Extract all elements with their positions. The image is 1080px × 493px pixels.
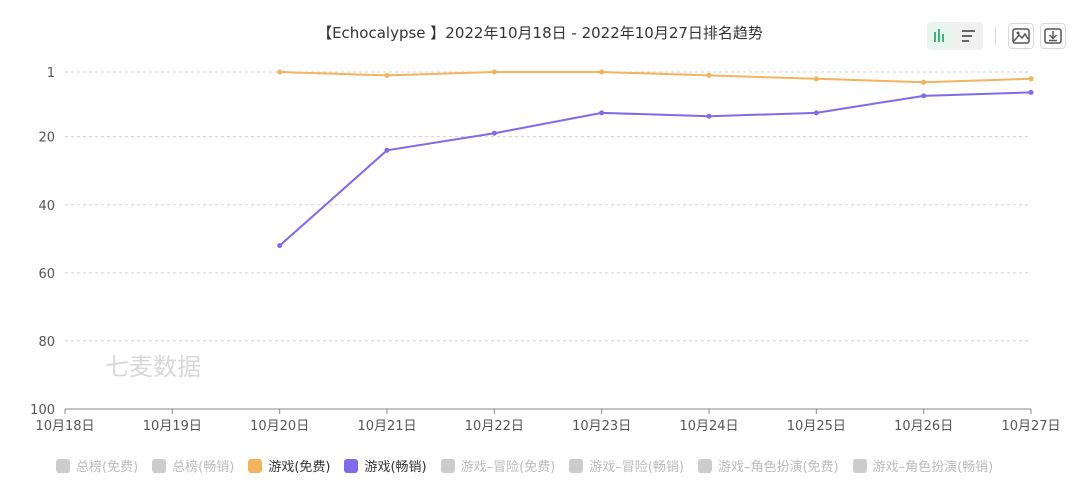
data-point[interactable]	[921, 93, 927, 99]
legend-label: 游戏(免费)	[268, 460, 331, 475]
data-point[interactable]	[706, 113, 712, 119]
data-point[interactable]	[599, 69, 605, 75]
legend-item[interactable]: 总榜(免费)	[56, 456, 138, 475]
x-tick-label: 10月27日	[1001, 419, 1060, 434]
toolbar-divider	[995, 27, 996, 45]
legend-item[interactable]: 游戏–冒险(畅销)	[569, 456, 684, 475]
legend-label: 游戏–冒险(免费)	[460, 460, 556, 475]
y-tick-label: 60	[38, 267, 55, 282]
image-icon[interactable]	[1008, 23, 1034, 49]
view-toggle-group	[927, 22, 983, 50]
data-point[interactable]	[1028, 76, 1034, 82]
x-tick-label: 10月20日	[250, 419, 309, 434]
data-point[interactable]	[384, 147, 390, 153]
legend-swatch	[344, 458, 359, 473]
data-point[interactable]	[921, 79, 927, 85]
download-icon[interactable]	[1040, 23, 1066, 49]
series-line	[279, 91, 1032, 247]
legend-label: 游戏–角色扮演(畅销)	[872, 460, 994, 475]
legend-item[interactable]: 游戏–冒险(免费)	[440, 456, 556, 475]
chart-title: 【Echocalypse 】2022年10月18日 - 2022年10月27日排…	[317, 24, 763, 42]
watermark-text: 七麦数据	[105, 353, 201, 381]
legend-swatch	[248, 458, 263, 473]
x-tick-label: 10月19日	[143, 419, 202, 434]
x-tick-label: 10月21日	[357, 419, 416, 434]
legend-item[interactable]: 总榜(畅销)	[152, 456, 234, 475]
legend-item[interactable]: 游戏–角色扮演(免费)	[697, 456, 839, 475]
bar-chart-icon[interactable]	[928, 23, 954, 49]
list-icon[interactable]	[956, 23, 982, 49]
legend-swatch	[569, 458, 584, 473]
legend-swatch	[852, 458, 867, 473]
y-tick-label: 80	[38, 335, 55, 350]
data-point[interactable]	[813, 110, 819, 116]
y-tick-label: 40	[38, 199, 55, 214]
y-tick-label: 100	[30, 403, 55, 418]
y-tick-label: 1	[47, 66, 55, 81]
chart-toolbar	[927, 22, 1066, 50]
data-point[interactable]	[706, 72, 712, 78]
legend-swatch	[56, 458, 70, 473]
data-point[interactable]	[1028, 89, 1034, 95]
data-point[interactable]	[813, 76, 819, 82]
data-point[interactable]	[277, 69, 283, 75]
x-tick-label: 10月26日	[894, 419, 953, 434]
series-lines	[277, 69, 1034, 249]
x-tick-label: 10月22日	[465, 419, 524, 434]
data-point[interactable]	[491, 69, 497, 75]
legend-item[interactable]: 游戏(免费)	[248, 456, 330, 475]
series-line	[279, 71, 1032, 84]
legend-label: 总榜(免费)	[76, 460, 139, 475]
x-tick-label: 10月18日	[35, 419, 94, 434]
x-tick-label: 10月24日	[679, 419, 738, 434]
legend-label: 游戏–角色扮演(免费)	[717, 460, 839, 475]
data-point[interactable]	[491, 130, 497, 136]
x-tick-label: 10月25日	[787, 419, 846, 434]
legend-label: 游戏(畅销)	[364, 460, 427, 475]
legend-swatch	[697, 458, 712, 473]
legend-swatch	[440, 458, 455, 473]
chart-legend: 总榜(免费) 总榜(畅销) 游戏(免费) 游戏(畅销) 游戏–冒险(免费) 游戏–冒险(畅…	[56, 456, 993, 475]
data-point[interactable]	[384, 72, 390, 78]
grid-lines	[65, 71, 1031, 342]
legend-label: 总榜(畅销)	[172, 460, 235, 475]
legend-label: 游戏–冒险(畅销)	[589, 460, 684, 475]
legend-swatch	[152, 458, 167, 473]
legend-item[interactable]: 游戏–角色扮演(畅销)	[852, 456, 994, 475]
y-tick-label: 20	[38, 131, 55, 146]
data-point[interactable]	[599, 110, 605, 116]
data-point[interactable]	[277, 243, 283, 249]
legend-item[interactable]: 游戏(畅销)	[344, 456, 427, 475]
x-tick-label: 10月23日	[572, 419, 631, 434]
